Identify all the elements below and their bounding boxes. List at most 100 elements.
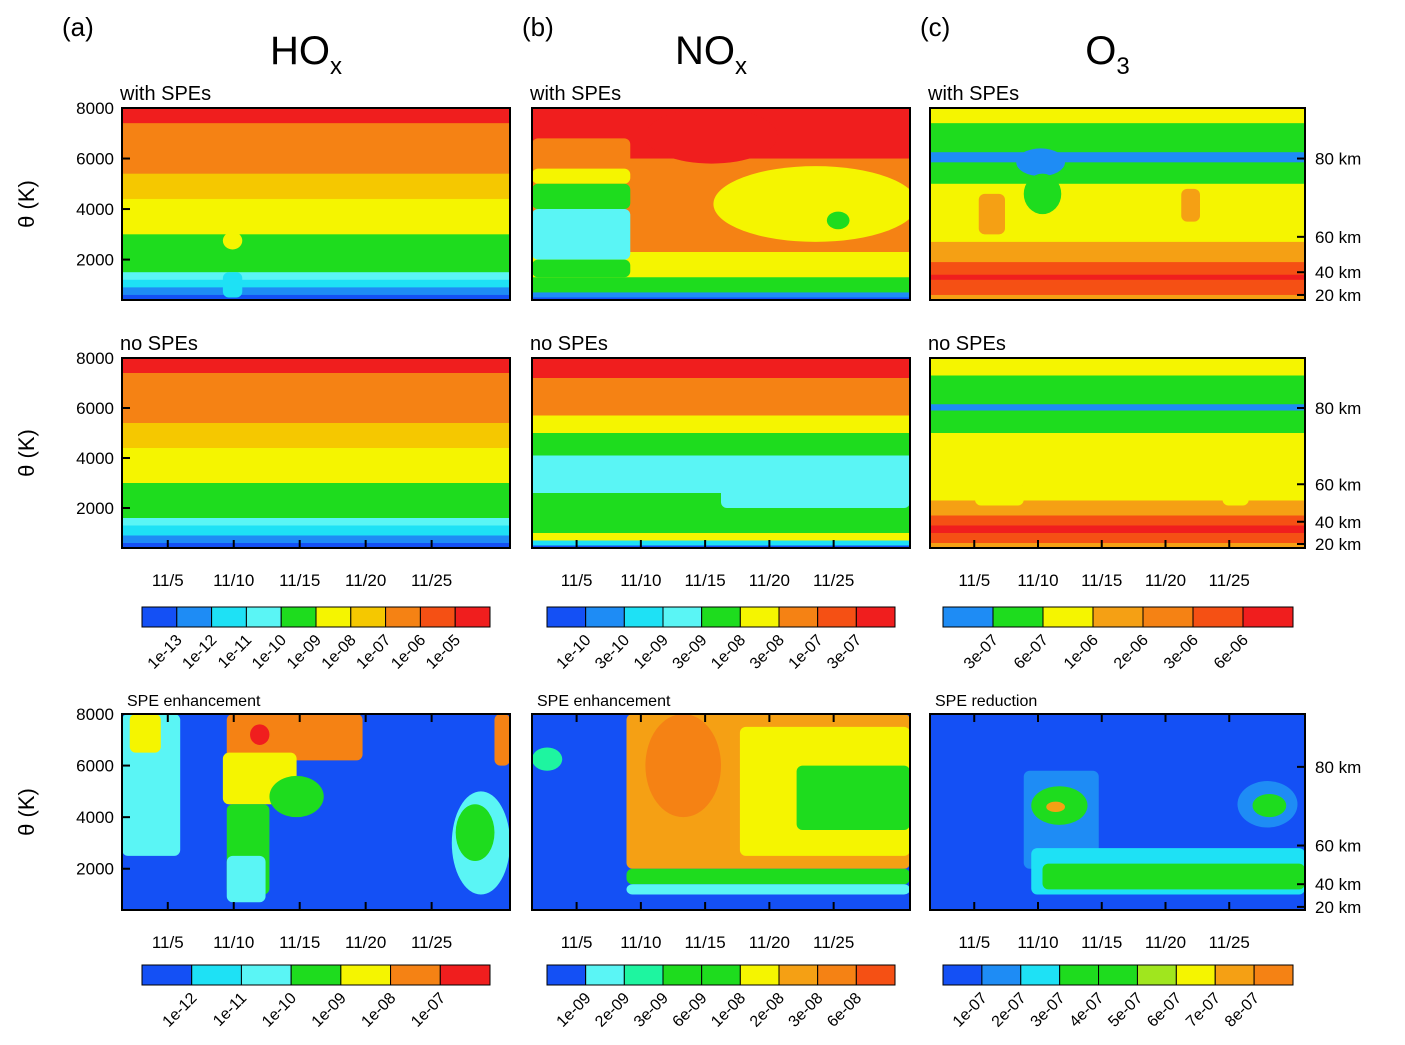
x-tick-label: 11/25 (1209, 571, 1250, 590)
contour-blob (1016, 148, 1065, 177)
contour-field (532, 714, 910, 910)
colorbar-box (981, 964, 1022, 986)
x-tick-label: 11/15 (279, 933, 320, 952)
x-tick-label: 11/15 (279, 571, 320, 590)
y2-tick-label: 40 km (1315, 875, 1361, 894)
contour-field (122, 358, 510, 548)
colorbar-box (546, 964, 587, 986)
contour-band (532, 533, 910, 541)
x-tick-label: 11/10 (1017, 933, 1058, 952)
y2-tick-label: 20 km (1315, 286, 1361, 305)
contour-blob (975, 483, 1024, 506)
colorbar-label: 1e-08 (319, 632, 360, 673)
panel-subtitle: no SPEs (530, 333, 608, 355)
contour-band (122, 287, 510, 296)
contour-band (122, 518, 510, 526)
contour-blob (494, 714, 510, 766)
y-tick-label: 6000 (76, 150, 114, 169)
contour-band (532, 540, 910, 546)
contour-band (930, 152, 1305, 163)
colorbar-box (1242, 606, 1294, 628)
colorbar-label: 1e-11 (210, 990, 250, 1030)
contour-field (532, 358, 910, 548)
y2-tick-label: 20 km (1315, 898, 1361, 917)
colorbar-label: 3e-09 (670, 632, 711, 673)
contour-blob (532, 183, 631, 210)
x-tick-label: 11/25 (1209, 933, 1250, 952)
contour-blob (532, 108, 631, 139)
panel-subtitle: no SPEs (928, 333, 1006, 355)
y2-tick-label: 80 km (1315, 758, 1361, 777)
colorbar-label: 1e-12 (179, 632, 220, 673)
contour-blob (269, 775, 324, 818)
y-tick-label: 2000 (76, 251, 114, 270)
colorbar-label: 1e-10 (249, 632, 290, 673)
colorbar-box (855, 606, 896, 628)
colorbar-label: 5e-07 (1105, 990, 1146, 1031)
title-sub: x (735, 53, 747, 80)
x-tick-label: 11/20 (749, 571, 790, 590)
y-axis-label: θ (K) (14, 788, 39, 836)
x-tick-label: 11/10 (620, 933, 661, 952)
contour-field (122, 108, 510, 300)
contour-band (930, 515, 1305, 526)
colorbar-label: 1e-13 (145, 632, 186, 673)
colorbar-box (1042, 606, 1094, 628)
contour-band (122, 423, 510, 449)
contour-band (122, 272, 510, 281)
contour-blob (532, 138, 631, 169)
colorbar-box (240, 964, 292, 986)
column-title: HOx (270, 29, 342, 80)
colorbar-label: 1e-09 (554, 990, 595, 1031)
plot-frame (929, 713, 1306, 911)
colorbar-box (585, 964, 625, 986)
colorbar-box (585, 606, 625, 628)
colorbar-label: 3e-10 (592, 632, 633, 673)
colorbar-box (701, 606, 741, 628)
colorbar-box (855, 964, 896, 986)
contour-band (930, 543, 1305, 548)
colorbar-box (1136, 964, 1177, 986)
contour-band (532, 292, 910, 298)
y-tick-label: 2000 (76, 860, 114, 879)
colorbar-label: 3e-07 (961, 632, 1002, 673)
contour-blob (1046, 801, 1065, 812)
colorbar-label: 1e-06 (1061, 632, 1102, 673)
panel-subtitle: SPE enhancement (127, 693, 261, 710)
plot-frame (531, 713, 911, 911)
x-tick-label: 11/20 (749, 933, 790, 952)
contour-band (122, 123, 510, 175)
colorbar-label: 3e-07 (824, 632, 865, 673)
contour-band (930, 294, 1305, 300)
contour-band (122, 279, 510, 288)
y-tick-label: 4000 (76, 808, 114, 827)
x-tick-label: 11/15 (684, 571, 725, 590)
column-title: NOx (675, 29, 747, 80)
y2-tick-label: 60 km (1315, 228, 1361, 247)
contour-field (930, 358, 1305, 548)
contour-blob (129, 714, 161, 753)
contour-band (930, 410, 1305, 434)
colorbar-box (817, 606, 857, 628)
x-tick-label: 11/20 (1145, 933, 1186, 952)
colorbar-label: 3e-08 (747, 632, 788, 673)
colorbar-box (817, 964, 857, 986)
colorbar-box (546, 606, 587, 628)
colorbar-label: 1e-09 (631, 632, 672, 673)
contour-blob (713, 166, 910, 242)
colorbar-label: 1e-07 (786, 632, 827, 673)
contour-field (930, 108, 1305, 300)
colorbar-label: 8e-07 (1222, 990, 1263, 1031)
colorbar-label: 2e-06 (1111, 632, 1152, 673)
contour-band (122, 543, 510, 548)
contour-band (930, 500, 1305, 516)
x-tick-label: 11/10 (213, 933, 254, 952)
contour-blob (796, 765, 910, 831)
contour-band (122, 173, 510, 200)
x-tick-label: 11/20 (345, 571, 386, 590)
y-tick-label: 8000 (76, 705, 114, 724)
contour-blob (532, 259, 631, 278)
x-tick-label: 11/20 (1145, 571, 1186, 590)
contour-band (532, 433, 910, 456)
